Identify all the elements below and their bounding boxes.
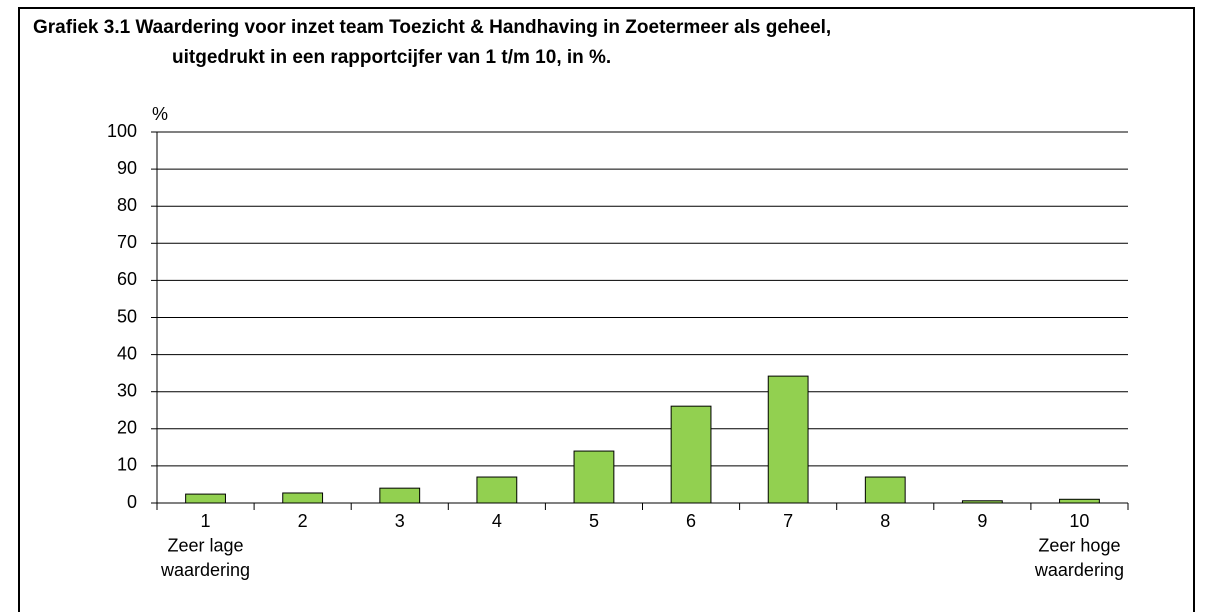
y-tick-label: 10: [117, 455, 137, 475]
bar: [476, 476, 518, 504]
y-tick-label: 70: [117, 232, 137, 252]
bar: [282, 492, 324, 504]
y-axis-label: %: [152, 104, 168, 124]
x-tick-label: 6: [686, 511, 696, 531]
x-tick-label: waardering: [160, 560, 250, 580]
x-tick-label: waardering: [1034, 560, 1124, 580]
chart-title: uitgedrukt in een rapportcijfer van 1 t/…: [172, 47, 611, 68]
y-tick-label: 0: [127, 492, 137, 512]
x-tick-label: Zeer lage: [168, 535, 244, 555]
bar: [185, 493, 226, 504]
x-tick-label: 5: [589, 511, 599, 531]
x-tick-label: Zeer hoge: [1038, 535, 1120, 555]
y-tick-label: 60: [117, 269, 137, 289]
x-tick-label: 8: [880, 511, 890, 531]
bar: [670, 405, 712, 504]
x-tick-label: 4: [492, 511, 502, 531]
x-tick-label: 2: [298, 511, 308, 531]
chart-title: Grafiek 3.1 Waardering voor inzet team T…: [33, 17, 831, 38]
frame: [18, 7, 1195, 612]
x-tick-label: 10: [1069, 511, 1089, 531]
y-tick-label: 50: [117, 306, 137, 326]
y-tick-label: 100: [107, 121, 137, 141]
bar: [864, 476, 906, 504]
bar: [379, 487, 421, 504]
x-tick-label: 7: [783, 511, 793, 531]
x-tick-label: 3: [395, 511, 405, 531]
y-tick-label: 90: [117, 158, 137, 178]
bar: [1059, 498, 1100, 504]
y-tick-label: 20: [117, 418, 137, 438]
x-tick-label: 9: [977, 511, 987, 531]
y-tick-label: 40: [117, 343, 137, 363]
x-tick-label: 1: [201, 511, 211, 531]
bar: [961, 500, 1003, 504]
bar: [767, 375, 809, 504]
y-tick-label: 80: [117, 195, 137, 215]
bar: [573, 450, 615, 504]
y-tick-label: 30: [117, 380, 137, 400]
